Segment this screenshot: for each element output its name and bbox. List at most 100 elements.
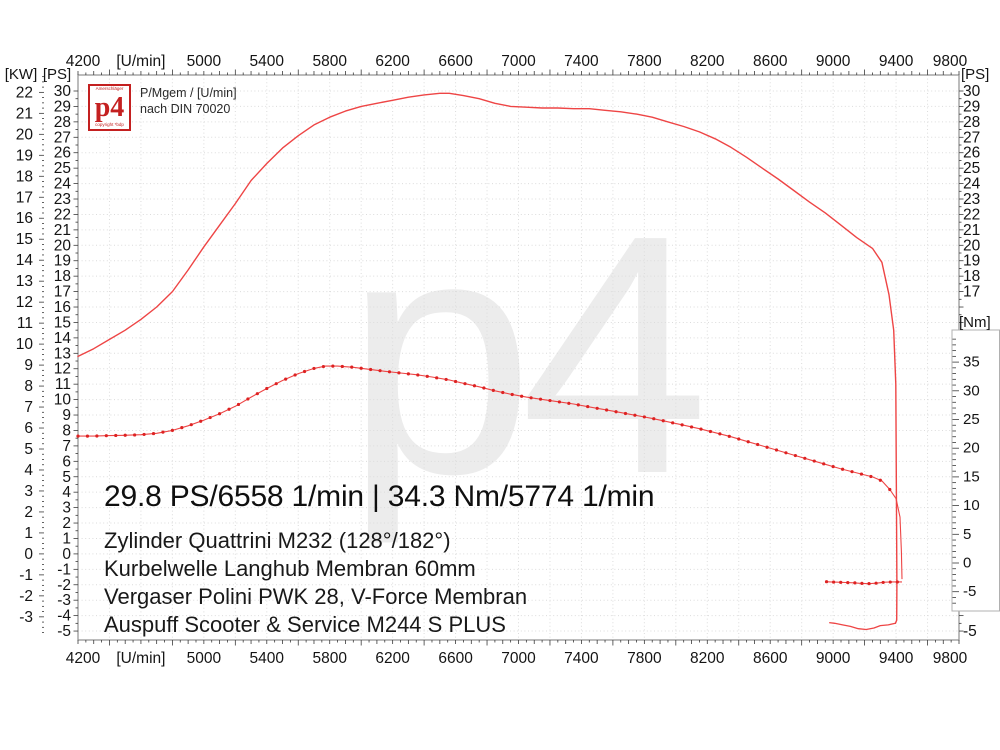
torque-point bbox=[302, 369, 307, 374]
ps-right-axis-label: 17 bbox=[963, 284, 980, 301]
torque-point bbox=[661, 419, 665, 423]
torque-point bbox=[180, 426, 184, 430]
nm-axis-label: 15 bbox=[963, 468, 980, 485]
ps-right-axis-label: 26 bbox=[963, 145, 980, 162]
x-axis-label-top: 5000 bbox=[187, 53, 222, 70]
kw-unit-label: [KW] bbox=[5, 66, 38, 83]
spec-line-vergaser: Vergaser Polini PWK 28, V-Force Membran bbox=[104, 584, 528, 609]
torque-point bbox=[161, 430, 165, 434]
torque-overrun-point bbox=[867, 582, 871, 586]
torque-point bbox=[123, 433, 127, 437]
ps-left-axis-label: 7 bbox=[62, 438, 71, 455]
kw-axis-label: 10 bbox=[16, 336, 34, 353]
legend-line-1: P/Mgem / [U/min] bbox=[140, 86, 237, 100]
torque-point bbox=[727, 434, 731, 438]
p4-logo-box: Amerschläger p4 copyright *bdp bbox=[88, 84, 131, 131]
torque-point bbox=[548, 398, 552, 403]
torque-point bbox=[784, 451, 788, 455]
engine-specs: Zylinder Quattrini M232 (128°/182°) Kurb… bbox=[104, 527, 527, 639]
torque-point bbox=[774, 448, 779, 452]
ps-left-axis-label: -5 bbox=[57, 623, 71, 640]
torque-point bbox=[765, 445, 769, 449]
torque-point bbox=[208, 415, 212, 420]
kw-axis-label: 3 bbox=[24, 483, 33, 500]
legend-line-2: nach DIN 70020 bbox=[140, 102, 231, 117]
ps-left-axis-label: 18 bbox=[54, 268, 71, 285]
torque-point bbox=[170, 428, 174, 433]
torque-point bbox=[227, 407, 231, 411]
ps-left-axis-label: 22 bbox=[54, 206, 71, 223]
torque-point bbox=[274, 382, 278, 386]
kw-axis-label: 20 bbox=[16, 126, 34, 143]
x-axis-label-bottom: 7800 bbox=[627, 650, 662, 667]
nm-axis-background bbox=[951, 329, 1000, 612]
torque-point bbox=[236, 402, 241, 407]
torque-overrun-point bbox=[860, 581, 864, 585]
x-axis-label-bottom: 8600 bbox=[753, 650, 788, 667]
torque-point bbox=[453, 379, 458, 384]
torque-point bbox=[284, 377, 288, 381]
torque-point bbox=[387, 370, 392, 374]
torque-point bbox=[859, 472, 864, 476]
kw-axis-label: 2 bbox=[24, 504, 33, 521]
torque-point bbox=[869, 474, 873, 479]
spec-line-zylinder: Zylinder Quattrini M232 (128°/182°) bbox=[104, 528, 451, 553]
ps-left-axis-label: -3 bbox=[57, 592, 71, 609]
x-axis-label-bottom: 9000 bbox=[816, 650, 851, 667]
torque-overrun-point bbox=[832, 580, 836, 584]
torque-point bbox=[425, 374, 429, 378]
kw-axis-label: -3 bbox=[19, 609, 33, 626]
torque-point bbox=[822, 462, 826, 466]
torque-overrun-point bbox=[874, 581, 878, 585]
torque-overrun-point bbox=[846, 580, 850, 585]
torque-overrun-point bbox=[824, 580, 829, 584]
torque-point bbox=[737, 437, 741, 441]
torque-point bbox=[567, 401, 571, 405]
x-axis-label-top: 5400 bbox=[250, 53, 285, 70]
torque-point bbox=[652, 417, 656, 421]
x-axis-label-bottom: 6200 bbox=[375, 650, 410, 667]
ps-left-axis-label: 12 bbox=[54, 361, 71, 378]
torque-point bbox=[76, 434, 80, 438]
logo-top-text: Amerschläger bbox=[95, 86, 124, 91]
x-axis-label-top: 7000 bbox=[501, 53, 536, 70]
ps-left-axis-label: 17 bbox=[54, 284, 71, 301]
torque-point bbox=[340, 364, 344, 369]
x-axis-label-top: 9400 bbox=[879, 53, 914, 70]
torque-point bbox=[491, 388, 495, 392]
ps-left-axis-label: 8 bbox=[62, 422, 71, 439]
torque-point bbox=[482, 386, 486, 390]
torque-point bbox=[586, 404, 590, 409]
ps-right-axis-label: 28 bbox=[963, 114, 980, 131]
torque-overrun-point bbox=[839, 580, 843, 584]
torque-point bbox=[85, 434, 90, 438]
x-axis-label-bottom: 5800 bbox=[312, 650, 347, 667]
ps-left-axis-label: 11 bbox=[55, 376, 71, 393]
ps-left-axis-label: -4 bbox=[57, 608, 71, 625]
kw-axis-label: -1 bbox=[19, 567, 33, 584]
ps-left-axis-label: 15 bbox=[54, 314, 71, 331]
torque-point bbox=[133, 433, 137, 437]
ps-right-axis-label: 27 bbox=[963, 129, 980, 146]
torque-point bbox=[255, 392, 259, 396]
kw-axis-label: 11 bbox=[17, 315, 33, 332]
torque-point bbox=[95, 434, 99, 438]
torque-point bbox=[840, 467, 845, 471]
nm-axis-label: 30 bbox=[963, 382, 980, 399]
ps-left-axis-label: 29 bbox=[54, 98, 71, 115]
torque-point bbox=[680, 423, 684, 427]
kw-axis-label: 16 bbox=[16, 210, 33, 227]
logo-bottom-text: copyright *bdp bbox=[95, 122, 124, 128]
kw-axis-label: 17 bbox=[16, 189, 33, 206]
torque-point bbox=[142, 432, 146, 437]
torque-point bbox=[878, 478, 882, 482]
nm-axis-label: -5 bbox=[963, 583, 976, 600]
ps-left-axis-label: 3 bbox=[62, 500, 71, 517]
torque-curve bbox=[78, 365, 903, 580]
torque-point bbox=[350, 365, 354, 369]
ps-left-axis-label: 0 bbox=[62, 546, 71, 563]
kw-axis-label: 22 bbox=[16, 84, 33, 101]
x-axis-label-top: 9000 bbox=[816, 53, 851, 70]
ps-left-axis-label: 2 bbox=[62, 515, 71, 532]
torque-point bbox=[888, 487, 892, 492]
